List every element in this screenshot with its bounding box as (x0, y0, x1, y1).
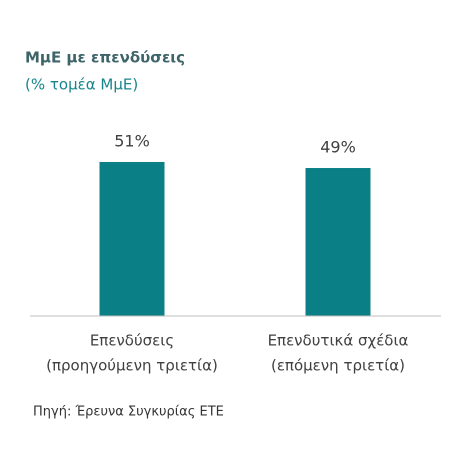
x-tick-label: (επόμενη τριετία) (271, 357, 405, 375)
chart-title: ΜμΕ με επενδύσεις (25, 49, 185, 67)
source: Πηγή: Έρευνα Συγκυρίας ΕΤΕ (33, 405, 224, 420)
x-tick-label: Επενδύσεις (90, 332, 174, 350)
value-label: 51% (114, 131, 150, 150)
value-label: 49% (320, 138, 356, 157)
bar (99, 161, 165, 316)
x-tick-label: Επενδυτικά σχέδια (268, 332, 409, 350)
bar (305, 168, 371, 316)
chart-subtitle: (% τομέα ΜμΕ) (25, 76, 138, 94)
x-tick-label: (προηγούμενη τριετία) (46, 357, 218, 375)
